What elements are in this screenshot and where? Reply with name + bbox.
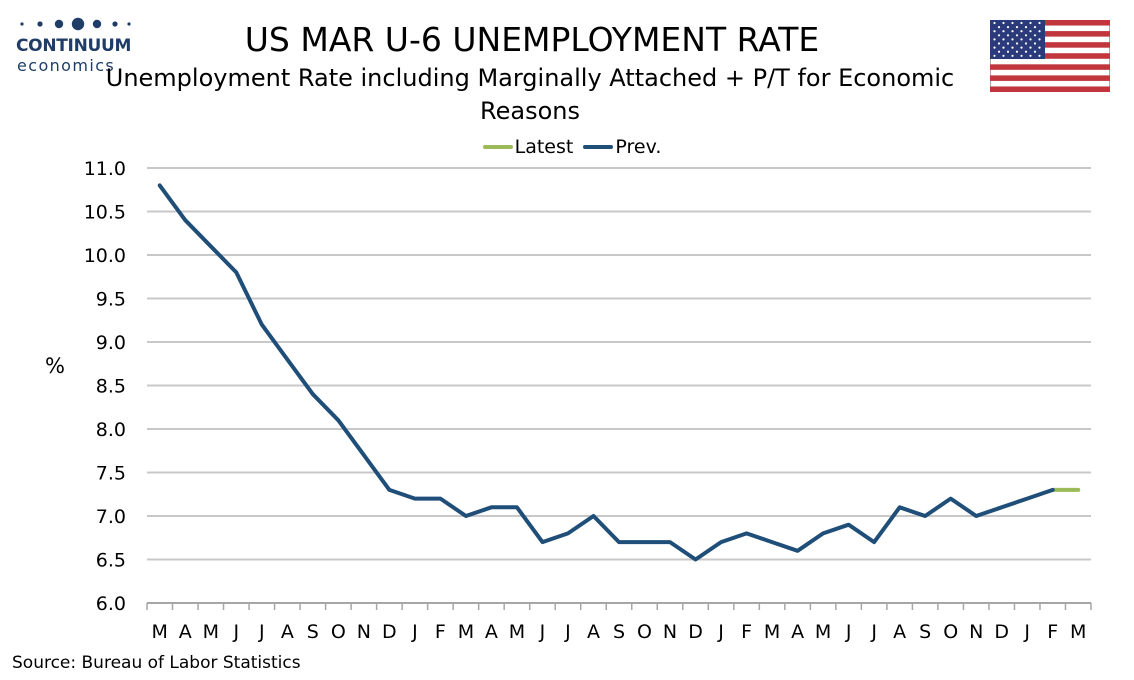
x-tick-label: J: [717, 621, 724, 643]
x-tick-label: F: [1047, 621, 1058, 643]
chart-subtitle: Unemployment Rate including Marginally A…: [105, 64, 955, 125]
chart-legend: Latest Prev.: [0, 132, 1134, 158]
x-tick-label: M: [509, 621, 525, 643]
x-tick-label: S: [919, 621, 931, 643]
legend-item-prev: Prev.: [583, 136, 661, 158]
us-flag-icon: [990, 20, 1110, 92]
x-tick-label: N: [663, 621, 677, 643]
x-tick-label: J: [539, 621, 546, 643]
y-tick-label: 8.0: [96, 419, 126, 441]
legend-swatch-latest: [482, 145, 513, 149]
y-tick-label: 6.5: [96, 550, 126, 572]
x-tick-label: A: [791, 621, 804, 643]
x-tick-label: A: [179, 621, 192, 643]
x-tick-label: N: [969, 621, 983, 643]
y-tick-label: 10.5: [84, 202, 126, 224]
x-tick-label: M: [458, 621, 474, 643]
x-tick-label: J: [232, 621, 239, 643]
x-tick-label: D: [382, 621, 397, 643]
y-tick-label: 11.0: [84, 158, 126, 180]
series-line-prev: [157, 183, 1055, 562]
x-tick-label: J: [845, 621, 852, 643]
y-tick-label: 9.0: [96, 332, 126, 354]
chart-title: US MAR U-6 UNEMPLOYMENT RATE: [244, 20, 820, 59]
x-tick-label: O: [331, 621, 346, 643]
y-tick-label: 7.5: [96, 463, 126, 485]
y-tick-label: 10.0: [84, 245, 126, 267]
x-tick-label: J: [258, 621, 265, 643]
x-tick-label: M: [203, 621, 219, 643]
x-tick-label: O: [943, 621, 958, 643]
x-tick-label: A: [485, 621, 498, 643]
x-tick-label: M: [152, 621, 168, 643]
x-tick-label: J: [411, 621, 418, 643]
source-note: Source: Bureau of Labor Statistics: [12, 653, 301, 673]
legend-label-latest: Latest: [514, 136, 574, 158]
x-tick-label: M: [1070, 621, 1086, 643]
x-tick-label: O: [637, 621, 652, 643]
y-tick-label: 9.5: [96, 289, 126, 311]
y-tick-label: 7.0: [96, 506, 126, 528]
x-tick-label: A: [587, 621, 600, 643]
x-tick-label: D: [994, 621, 1009, 643]
x-tick-label: N: [357, 621, 371, 643]
legend-item-latest: Latest: [482, 136, 574, 158]
line-chart: 6.06.57.07.58.08.59.09.510.010.511.0%M A M…: [45, 158, 1092, 643]
x-tick-label: D: [688, 621, 703, 643]
x-tick-label: M: [764, 621, 780, 643]
x-tick-label: A: [893, 621, 906, 643]
x-tick-label: S: [613, 621, 625, 643]
logo-tagline: economics: [17, 56, 116, 75]
logo-dots-icon: [20, 17, 131, 31]
x-tick-label: F: [741, 621, 752, 643]
y-axis-label: %: [45, 354, 65, 378]
legend-label-prev: Prev.: [615, 136, 662, 158]
x-tick-label: J: [564, 621, 571, 643]
logo-name: CONTINUUM: [16, 36, 132, 56]
x-tick-label: S: [307, 621, 319, 643]
continuum-logo: CONTINUUM economics: [12, 14, 137, 80]
x-tick-label: F: [435, 621, 446, 643]
legend-swatch-prev: [583, 145, 614, 149]
y-tick-label: 6.0: [96, 593, 126, 615]
x-tick-label: M: [815, 621, 831, 643]
x-tick-label: A: [281, 621, 294, 643]
x-tick-label: J: [870, 621, 877, 643]
x-tick-label: J: [1023, 621, 1030, 643]
y-tick-label: 8.5: [96, 376, 126, 398]
